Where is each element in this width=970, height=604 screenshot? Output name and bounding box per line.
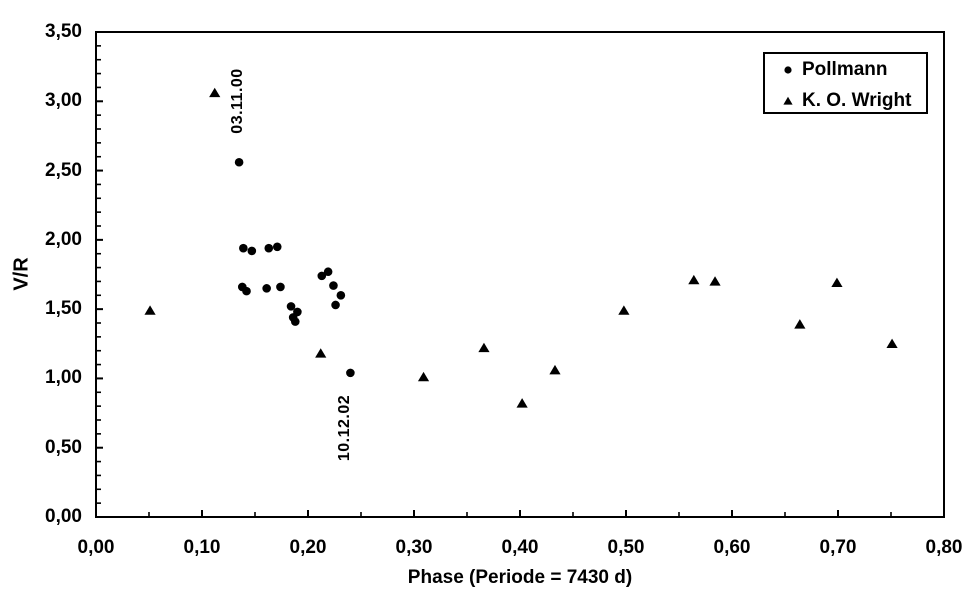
pollmann-data-point [247, 246, 257, 256]
pollmann-data-point [317, 271, 327, 281]
wright-data-point [417, 371, 430, 382]
pollmann-data-point [234, 157, 244, 167]
x-tick-label: 0,00 [77, 537, 115, 558]
wright-data-point [209, 87, 221, 98]
x-tick-label: 0,50 [607, 537, 645, 558]
x-tick-label: 0,10 [183, 537, 221, 558]
pollmann-data-point [323, 267, 333, 277]
pollmann-data-point [336, 290, 346, 300]
x-tick-label: 0,60 [713, 537, 751, 558]
wright-data-point [709, 276, 721, 286]
x-tick-label: 0,30 [395, 537, 433, 558]
legend-entry-wright: K. O. Wright [765, 87, 926, 115]
pollmann-data-point [239, 243, 248, 253]
x-tick-label: 0,70 [819, 537, 857, 558]
pollmann-data-point [290, 317, 300, 326]
wright-data-point [688, 274, 700, 285]
y-tick-label: 3,50 [45, 21, 82, 42]
x-tick-label: 0,20 [289, 537, 327, 558]
x-tick-label: 0,40 [501, 537, 539, 558]
pollmann-data-point [331, 300, 340, 310]
x-tick-label: 0,80 [925, 537, 963, 558]
wright-data-point [794, 319, 806, 329]
y-tick-label: 1,50 [45, 298, 82, 320]
pollmann-data-point [346, 368, 355, 378]
legend-label-pollmann: Pollmann [802, 59, 888, 80]
wright-data-point [144, 305, 156, 315]
wright-data-point [478, 342, 490, 353]
wright-data-point [618, 305, 630, 315]
pollmann-data-point [276, 282, 285, 292]
y-tick-label: 0,00 [45, 506, 82, 527]
wright-data-point [831, 277, 843, 288]
wright-data-point [315, 348, 327, 358]
y-tick-label: 3,00 [45, 90, 82, 112]
y-tick-label: 1,00 [45, 367, 82, 389]
annotation-03-11-00: 03.11.00 [229, 68, 247, 134]
legend-label-wright: K. O. Wright [802, 90, 912, 111]
pollmann-data-point [242, 286, 251, 296]
legend: Pollmann K. O. Wright [763, 52, 928, 114]
pollmann-data-point [272, 242, 282, 252]
wright-data-point [886, 338, 898, 348]
wright-data-point [549, 364, 561, 375]
pollmann-data-point [262, 284, 271, 293]
wright-data-point [516, 398, 528, 408]
x-axis-title: Phase (Periode = 7430 d) [407, 567, 633, 588]
pollmann-data-point [264, 243, 274, 253]
y-tick-label: 2,00 [45, 228, 82, 250]
pollmann-data-point [286, 302, 296, 311]
annotation-10-12-02: 10.12.02 [336, 394, 354, 461]
legend-entry-pollmann: Pollmann [765, 56, 926, 84]
y-tick-label: 2,50 [45, 159, 82, 181]
triangle-marker-icon [780, 93, 796, 109]
y-tick-label: 0,50 [45, 436, 82, 458]
circle-marker-icon [780, 62, 796, 78]
pollmann-data-point [329, 281, 338, 290]
y-axis-title: V/R [10, 257, 33, 291]
